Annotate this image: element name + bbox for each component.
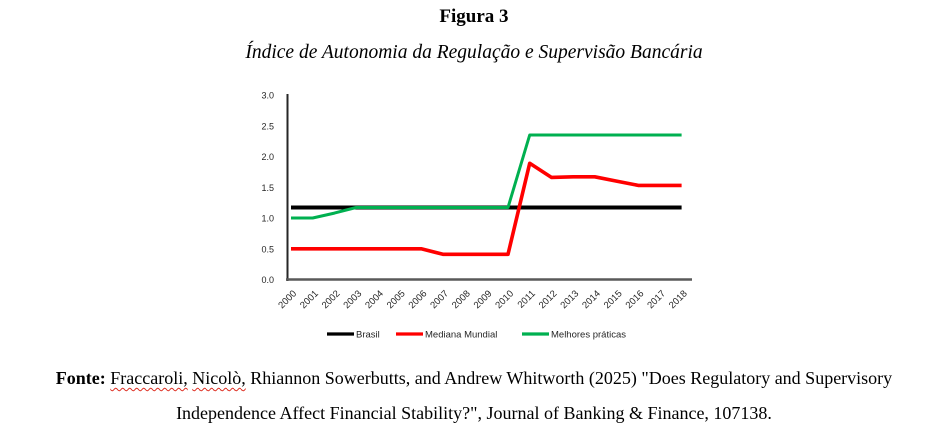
x-tick-label: 2013 [558, 288, 581, 311]
x-tick-label: 2009 [472, 288, 495, 311]
y-tick-label: 0.5 [261, 244, 274, 254]
x-tick-label: 2000 [276, 288, 299, 311]
x-tick-label: 2006 [407, 288, 430, 311]
x-tick-label: 2002 [320, 288, 343, 311]
source-label: Fonte: [55, 368, 106, 388]
x-tick-label: 2011 [516, 288, 538, 310]
y-tick-label: 0.0 [261, 275, 274, 285]
misspelled-word-nicolo: Nicolò, [192, 368, 246, 388]
source-text-line1: Rhiannon Sowerbutts, and Andrew Whitwort… [250, 368, 893, 388]
source-text-line2: Independence Affect Financial Stability?… [176, 403, 772, 423]
x-tick-label: 2003 [341, 288, 364, 311]
series-line-mediana-mundial [291, 161, 682, 257]
x-tick-label: 2001 [298, 288, 321, 311]
legend-label-2: Mediana Mundial [425, 330, 497, 341]
x-tick-label: 2008 [450, 288, 473, 311]
y-tick-label: 2.0 [261, 152, 274, 162]
chart-canvas: 0.00.51.01.52.02.53.02000200120022003200… [261, 91, 692, 341]
x-tick-label: 2005 [385, 288, 408, 311]
figure-subtitle: Índice de Autonomia da Regulação e Super… [245, 42, 703, 63]
x-tick-label: 2007 [428, 288, 451, 311]
x-tick-label: 2004 [363, 288, 386, 311]
legend: Brasil Mediana Mundial Melhores práticas [327, 330, 626, 341]
y-tick-label: 1.5 [261, 183, 274, 193]
series-line-melhores-pr-ticas [291, 133, 682, 220]
x-tick-label: 2015 [602, 288, 625, 311]
x-tick-label: 2016 [624, 288, 647, 311]
x-tick-label: 2010 [493, 288, 516, 311]
x-tick-label: 2012 [537, 288, 560, 311]
legend-label-1: Brasil [356, 330, 380, 341]
y-tick-label: 1.0 [261, 214, 274, 224]
x-tick-label: 2014 [580, 288, 603, 311]
y-tick-label: 3.0 [261, 91, 274, 101]
x-tick-label: 2017 [645, 288, 668, 311]
figure-label: Figura 3 [439, 6, 509, 27]
autonomy-index-line-chart: 0.0 0.5 1.0 1.5 2.0 2.5 3.0 2000 2001 2002 2003 200… [230, 84, 716, 352]
legend-label-3: Melhores práticas [551, 330, 626, 341]
x-tick-label: 2018 [667, 288, 690, 311]
y-tick-label: 2.5 [261, 121, 274, 131]
misspelled-word-fraccaroli: Fraccaroli, [110, 368, 188, 388]
source-note: Fonte: Fraccaroli, Nicolò, Rhiannon Sowe… [0, 361, 948, 431]
